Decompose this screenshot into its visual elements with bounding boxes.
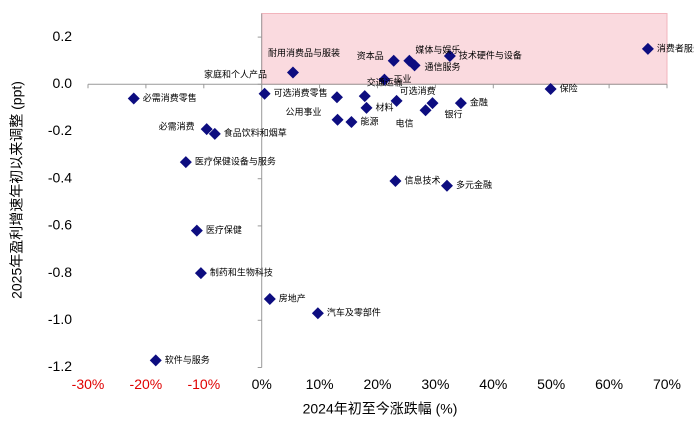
y-tick-label: -0.8 (48, 264, 72, 280)
point (345, 116, 358, 129)
point (440, 179, 453, 192)
x-tick-label: 30% (421, 376, 449, 392)
point-label: 医疗保健 (206, 224, 242, 235)
point-label: 消费者服务 (657, 42, 694, 53)
point (544, 83, 557, 96)
point-label: 汽车及零部件 (327, 307, 381, 318)
y-tick-label: -1.2 (48, 358, 72, 374)
point (443, 49, 456, 62)
highlight-region (261, 13, 668, 85)
point (358, 90, 371, 103)
point-label: 耐用消费品与服装 (268, 47, 340, 58)
x-tick-label: -30% (72, 376, 105, 392)
point-label: 必需消费零售 (143, 92, 197, 103)
point (387, 54, 400, 67)
point (360, 101, 373, 114)
point-label: 多元金融 (456, 179, 492, 190)
y-tick-label: -1.0 (48, 311, 72, 327)
point (286, 66, 299, 79)
point (208, 127, 221, 140)
x-tick-label: 20% (363, 376, 391, 392)
x-tick-label: 50% (537, 376, 565, 392)
point-label: 食品饮料和烟草 (224, 127, 287, 138)
point-label: 保险 (560, 82, 578, 93)
point-label: 房地产 (279, 292, 306, 303)
x-tick-label: 70% (653, 376, 681, 392)
point-label: 可选消费 (400, 85, 436, 96)
point (149, 354, 162, 367)
point (194, 267, 207, 280)
x-tick-label: 0% (252, 376, 272, 392)
point-label: 通信服务 (425, 61, 461, 72)
y-axis-label: 2025年盈利增速年初以来调整 (ppt) (9, 81, 25, 299)
point-label: 制药和生物科技 (210, 266, 273, 277)
y-tick-label: 0.2 (53, 28, 73, 44)
point-label: 必需消费 (159, 121, 195, 132)
point-label: 媒体与娱乐 (415, 44, 460, 55)
point (311, 307, 324, 320)
point-label: 软件与服务 (165, 354, 210, 365)
point (330, 91, 343, 104)
point (200, 123, 213, 136)
y-tick-label: -0.6 (48, 217, 72, 233)
point (179, 156, 192, 169)
point (419, 104, 432, 117)
point-label: 电信 (396, 118, 414, 129)
y-tick-label: -0.4 (48, 169, 72, 185)
point-label: 金融 (470, 97, 488, 108)
y-tick-label: 0.0 (53, 75, 73, 91)
point (127, 92, 140, 105)
point (454, 97, 467, 110)
x-tick-label: 60% (595, 376, 623, 392)
plot: -30% -20% -10% 0% 10% 20% 30% 40% 50% 60% 70% 0.2 0.… (48, 13, 694, 392)
point (378, 73, 391, 86)
point-label: 工业 (393, 74, 411, 84)
point-label: 公用事业 (286, 106, 322, 117)
point (390, 94, 403, 107)
point (403, 54, 416, 67)
x-tick-label: 40% (479, 376, 507, 392)
point (426, 97, 439, 110)
x-axis-label: 2024年初至今涨跌幅 (%) (303, 401, 458, 417)
point-label: 技术硬件与设备 (459, 49, 522, 60)
point-label: 材料 (375, 101, 393, 112)
point-label: 家庭和个人产品 (204, 69, 267, 80)
point (641, 42, 654, 55)
x-tick-label: -10% (187, 376, 220, 392)
x-tick-label: -20% (130, 376, 163, 392)
point-label: 医疗保健设备与服务 (195, 156, 276, 167)
y-tick-label: -0.2 (48, 122, 72, 138)
point (258, 87, 271, 100)
point-label: 银行 (445, 109, 463, 120)
point-label: 资本品 (357, 50, 384, 61)
x-tick-label: 10% (306, 376, 334, 392)
point-label: 交通运输 (367, 76, 403, 87)
point (263, 293, 276, 306)
point-label: 可选消费零售 (274, 87, 328, 98)
point-label: 能源 (360, 115, 378, 126)
point (389, 175, 402, 188)
point (190, 224, 203, 237)
point-label: 信息技术 (404, 174, 440, 185)
point (331, 113, 344, 126)
